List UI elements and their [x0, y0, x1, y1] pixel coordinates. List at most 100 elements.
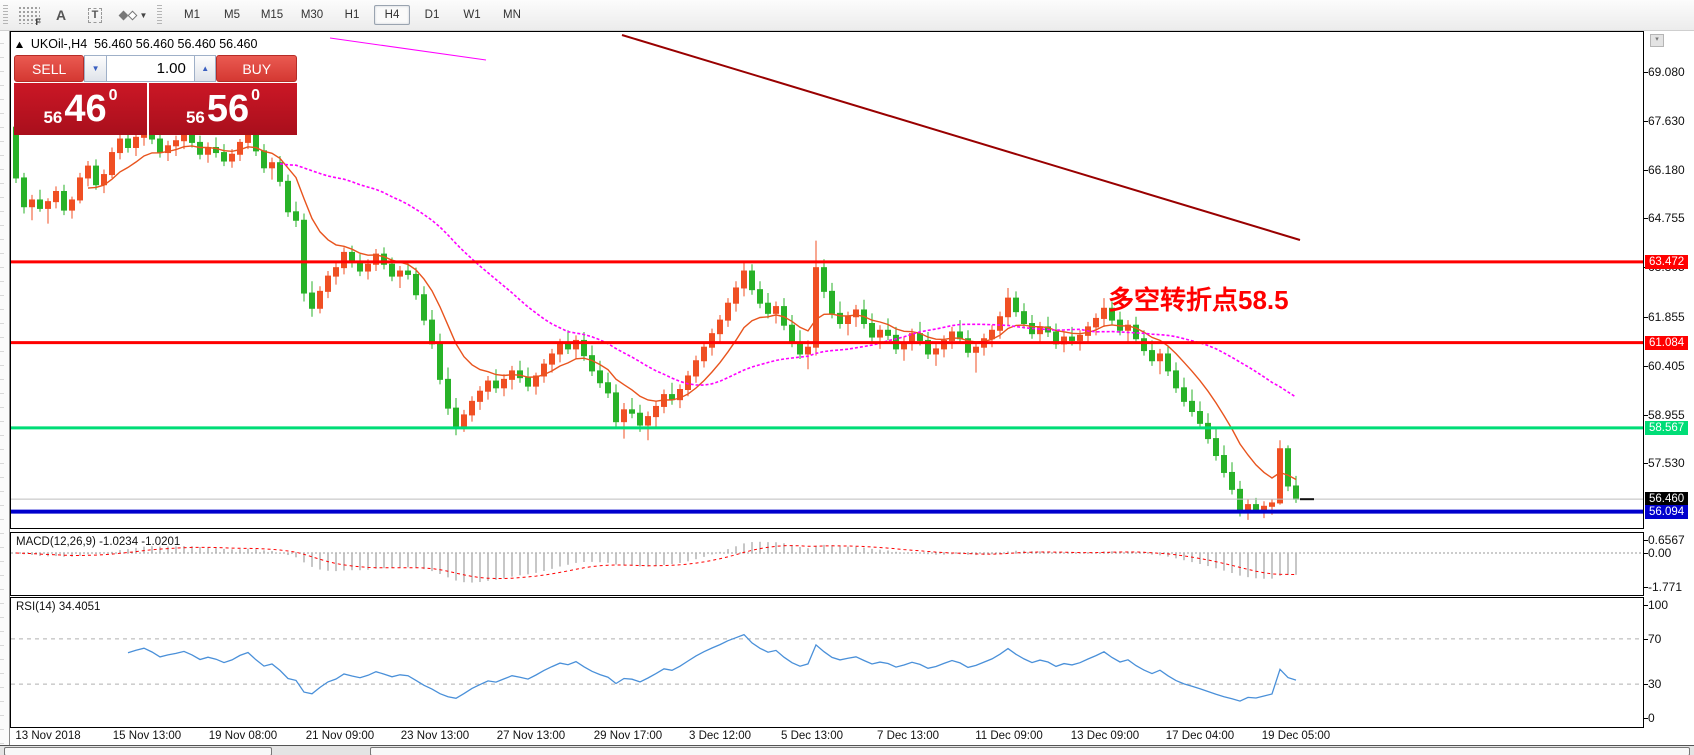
diamond-outline-icon — [127, 10, 137, 20]
macd-indicator-panel[interactable]: MACD(12,26,9) -1.0234 -1.0201 — [10, 532, 1644, 596]
date-axis-label: 13 Nov 2018 — [15, 730, 81, 742]
rsi-axis-label: 70 — [1648, 631, 1662, 646]
rsi-axis-tick-mark — [1644, 605, 1648, 606]
rsi-axis-tick-mark — [1644, 638, 1648, 640]
candlestick-chart[interactable] — [11, 32, 1643, 528]
text-tool-icon[interactable]: A — [55, 7, 67, 23]
rsi-axis-label: 0 — [1648, 711, 1655, 725]
timeframe-button-m30[interactable]: M30 — [300, 9, 324, 21]
timeframe-drag-handle[interactable] — [157, 5, 162, 25]
one-click-trading-arrow-icon[interactable]: ▲ — [13, 39, 26, 51]
macd-axis-tick-mark — [1644, 553, 1648, 554]
sell-price-main: 46 — [64, 88, 107, 130]
volume-decrease-button[interactable]: ▼ — [84, 55, 107, 82]
sell-price-prefix: 56 — [43, 108, 63, 127]
date-axis-label: 5 Dec 13:00 — [780, 730, 844, 742]
chart-title: ▲ UKOil-,H4 56.460 56.460 56.460 56.460 — [13, 37, 258, 51]
price-axis-tick-mark — [1644, 414, 1648, 416]
date-axis-label: 15 Nov 13:00 — [112, 730, 182, 742]
one-click-trading-panel: SELL ▼ ▲ BUY 56 46 0 56 56 0 — [14, 55, 297, 135]
macd-axis-tick-mark — [1644, 587, 1648, 588]
price-axis-tag: 56.094 — [1645, 504, 1689, 519]
date-axis-label: 19 Dec 05:00 — [1261, 730, 1331, 742]
chevron-down-icon: ▼ — [139, 10, 148, 20]
date-axis-label: 29 Nov 17:00 — [593, 730, 663, 742]
price-axis-label: 57.530 — [1648, 455, 1685, 470]
text-label-letter: T — [87, 7, 103, 23]
timeframe-button-mn[interactable]: MN — [503, 9, 521, 21]
price-axis-tag: 63.472 — [1645, 254, 1689, 269]
price-axis-tick-mark — [1644, 121, 1648, 123]
macd-axis-label: 0.6567 — [1648, 533, 1685, 548]
chart-annotation-text: 多空转折点58.5 — [1108, 285, 1289, 315]
rsi-axis-tick-mark — [1644, 684, 1648, 686]
timeframe-button-m1[interactable]: M1 — [184, 9, 200, 21]
scrollbar-segment-left[interactable] — [4, 747, 272, 755]
date-axis-label: 27 Nov 13:00 — [496, 730, 566, 742]
price-axis-label: 60.405 — [1648, 358, 1685, 373]
price-axis-tag: 61.084 — [1645, 335, 1689, 350]
sell-price-superscript: 0 — [108, 87, 118, 104]
draw-shapes-icon[interactable]: ▼ — [116, 4, 150, 26]
rsi-axis-label: 100 — [1648, 598, 1669, 612]
rsi-axis-label: 30 — [1648, 677, 1662, 692]
price-axis-tag: 58.567 — [1645, 420, 1689, 435]
price-axis-label: 67.630 — [1648, 114, 1685, 129]
grid-properties-icon[interactable]: F — [18, 6, 42, 27]
buy-price-main: 56 — [206, 88, 250, 130]
date-axis-label: 19 Nov 08:00 — [208, 730, 278, 742]
buy-price-superscript: 0 — [251, 87, 261, 104]
toolbar: F A T ▼ M1 M5 M15 M30 H1 H4 D1 W1 MN — [0, 0, 1694, 31]
buy-price-quote[interactable]: 56 56 0 — [149, 83, 297, 135]
buy-button[interactable]: BUY — [216, 55, 297, 82]
price-axis-tick-mark — [1644, 72, 1648, 73]
timeframe-button-m5[interactable]: M5 — [224, 9, 240, 21]
price-axis-label: 69.080 — [1648, 65, 1685, 79]
rsi-chart[interactable] — [11, 598, 1643, 727]
date-axis-label: 3 Dec 12:00 — [688, 730, 752, 742]
text-label-tool-icon[interactable]: T — [82, 4, 108, 26]
price-axis-label: 58.955 — [1648, 407, 1685, 422]
price-axis-label: 61.855 — [1648, 309, 1685, 324]
sell-price-quote[interactable]: 56 46 0 — [14, 83, 147, 135]
sell-button[interactable]: SELL — [14, 55, 85, 82]
timeframe-button-h1[interactable]: H1 — [344, 9, 360, 21]
toolbar-drag-handle[interactable] — [3, 5, 8, 25]
timeframe-button-w1[interactable]: W1 — [463, 9, 481, 21]
chart-title-text: UKOil-,H4 56.460 56.460 56.460 56.460 — [30, 37, 258, 51]
price-axis-label: 64.755 — [1648, 211, 1685, 226]
date-axis-label: 21 Nov 09:00 — [305, 730, 375, 742]
horizontal-scrollbar[interactable] — [0, 745, 1694, 755]
macd-chart[interactable] — [11, 533, 1643, 595]
macd-label: MACD(12,26,9) -1.0234 -1.0201 — [16, 536, 181, 548]
price-axis-tick-mark — [1644, 316, 1648, 318]
macd-axis-label: -1.771 — [1648, 580, 1683, 594]
macd-axis-label: 0.00 — [1648, 546, 1672, 560]
price-axis-tick-mark — [1644, 170, 1648, 172]
buy-price-prefix: 56 — [185, 108, 205, 127]
date-axis-label: 23 Nov 13:00 — [400, 730, 470, 742]
timeframe-button-d1[interactable]: D1 — [424, 9, 440, 21]
macd-axis-tick-mark — [1644, 540, 1648, 542]
rsi-indicator-panel[interactable]: RSI(14) 34.4051 — [10, 597, 1644, 728]
price-axis-tick-mark — [1644, 462, 1648, 464]
date-axis-label: 13 Dec 09:00 — [1070, 730, 1140, 742]
timeframe-button-h4[interactable]: H4 — [374, 5, 410, 25]
timeframe-button-group: M1 M5 M15 M30 H1 H4 D1 W1 MN — [172, 5, 532, 25]
grid-f-letter: F — [35, 17, 42, 27]
timeframe-button-m15[interactable]: M15 — [260, 9, 284, 21]
price-axis-tag: 56.460 — [1645, 492, 1689, 507]
rsi-axis-tick-mark — [1644, 718, 1648, 719]
chart-shift-marker-icon[interactable]: ▾ — [1650, 34, 1664, 47]
volume-increase-button[interactable]: ▲ — [193, 55, 217, 82]
date-axis-label: 17 Dec 04:00 — [1165, 730, 1235, 742]
left-window-edge — [0, 31, 10, 745]
price-axis-tick-mark — [1644, 218, 1648, 220]
volume-input[interactable] — [106, 55, 194, 82]
scrollbar-thumb[interactable] — [370, 747, 1690, 755]
date-axis-label: 7 Dec 13:00 — [876, 730, 940, 742]
price-axis-tick-mark — [1644, 365, 1648, 367]
rsi-label: RSI(14) 34.4051 — [16, 601, 101, 613]
price-axis-label: 66.180 — [1648, 163, 1685, 178]
